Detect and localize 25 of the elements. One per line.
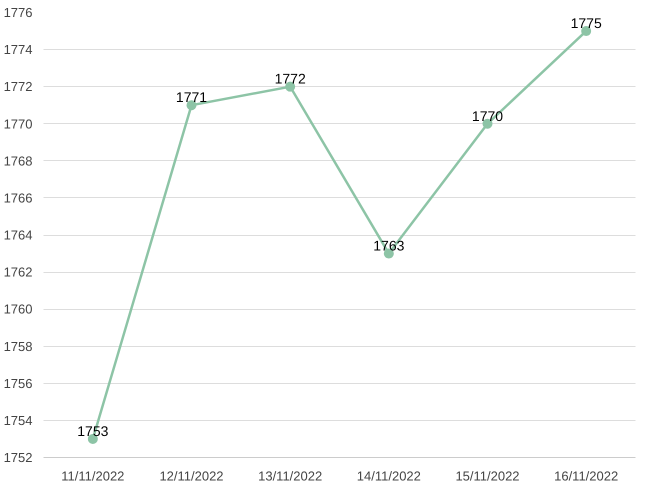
- data-label: 1772: [274, 70, 306, 87]
- x-tick-label: 12/11/2022: [159, 468, 224, 484]
- x-tick-label: 15/11/2022: [455, 468, 520, 484]
- y-tick-label: 1766: [4, 190, 32, 206]
- data-label: 1771: [176, 89, 208, 106]
- y-tick-label: 1762: [4, 264, 32, 280]
- y-tick-label: 1772: [4, 79, 32, 94]
- y-tick-label: 1756: [4, 376, 32, 391]
- y-tick-label: 1770: [4, 116, 32, 132]
- y-tick-label: 1760: [4, 302, 32, 317]
- data-label: 1753: [77, 422, 109, 439]
- y-tick-label: 1764: [4, 228, 32, 242]
- y-tick-label: 1774: [4, 42, 32, 58]
- y-tick-label: 1768: [4, 153, 32, 168]
- y-tick-label: 1776: [4, 5, 32, 20]
- x-tick-label: 13/11/2022: [258, 468, 322, 484]
- x-tick-label: 16/11/2022: [554, 468, 618, 484]
- data-label: 1775: [570, 15, 602, 32]
- data-label: 1770: [472, 108, 504, 124]
- y-tick-label: 1754: [4, 412, 32, 428]
- x-tick-label: 11/11/2022: [61, 468, 124, 484]
- y-tick-label: 1752: [4, 450, 32, 465]
- x-tick-label: 14/11/2022: [356, 468, 421, 484]
- y-tick-label: 1758: [4, 338, 32, 354]
- data-label: 1763: [373, 238, 405, 254]
